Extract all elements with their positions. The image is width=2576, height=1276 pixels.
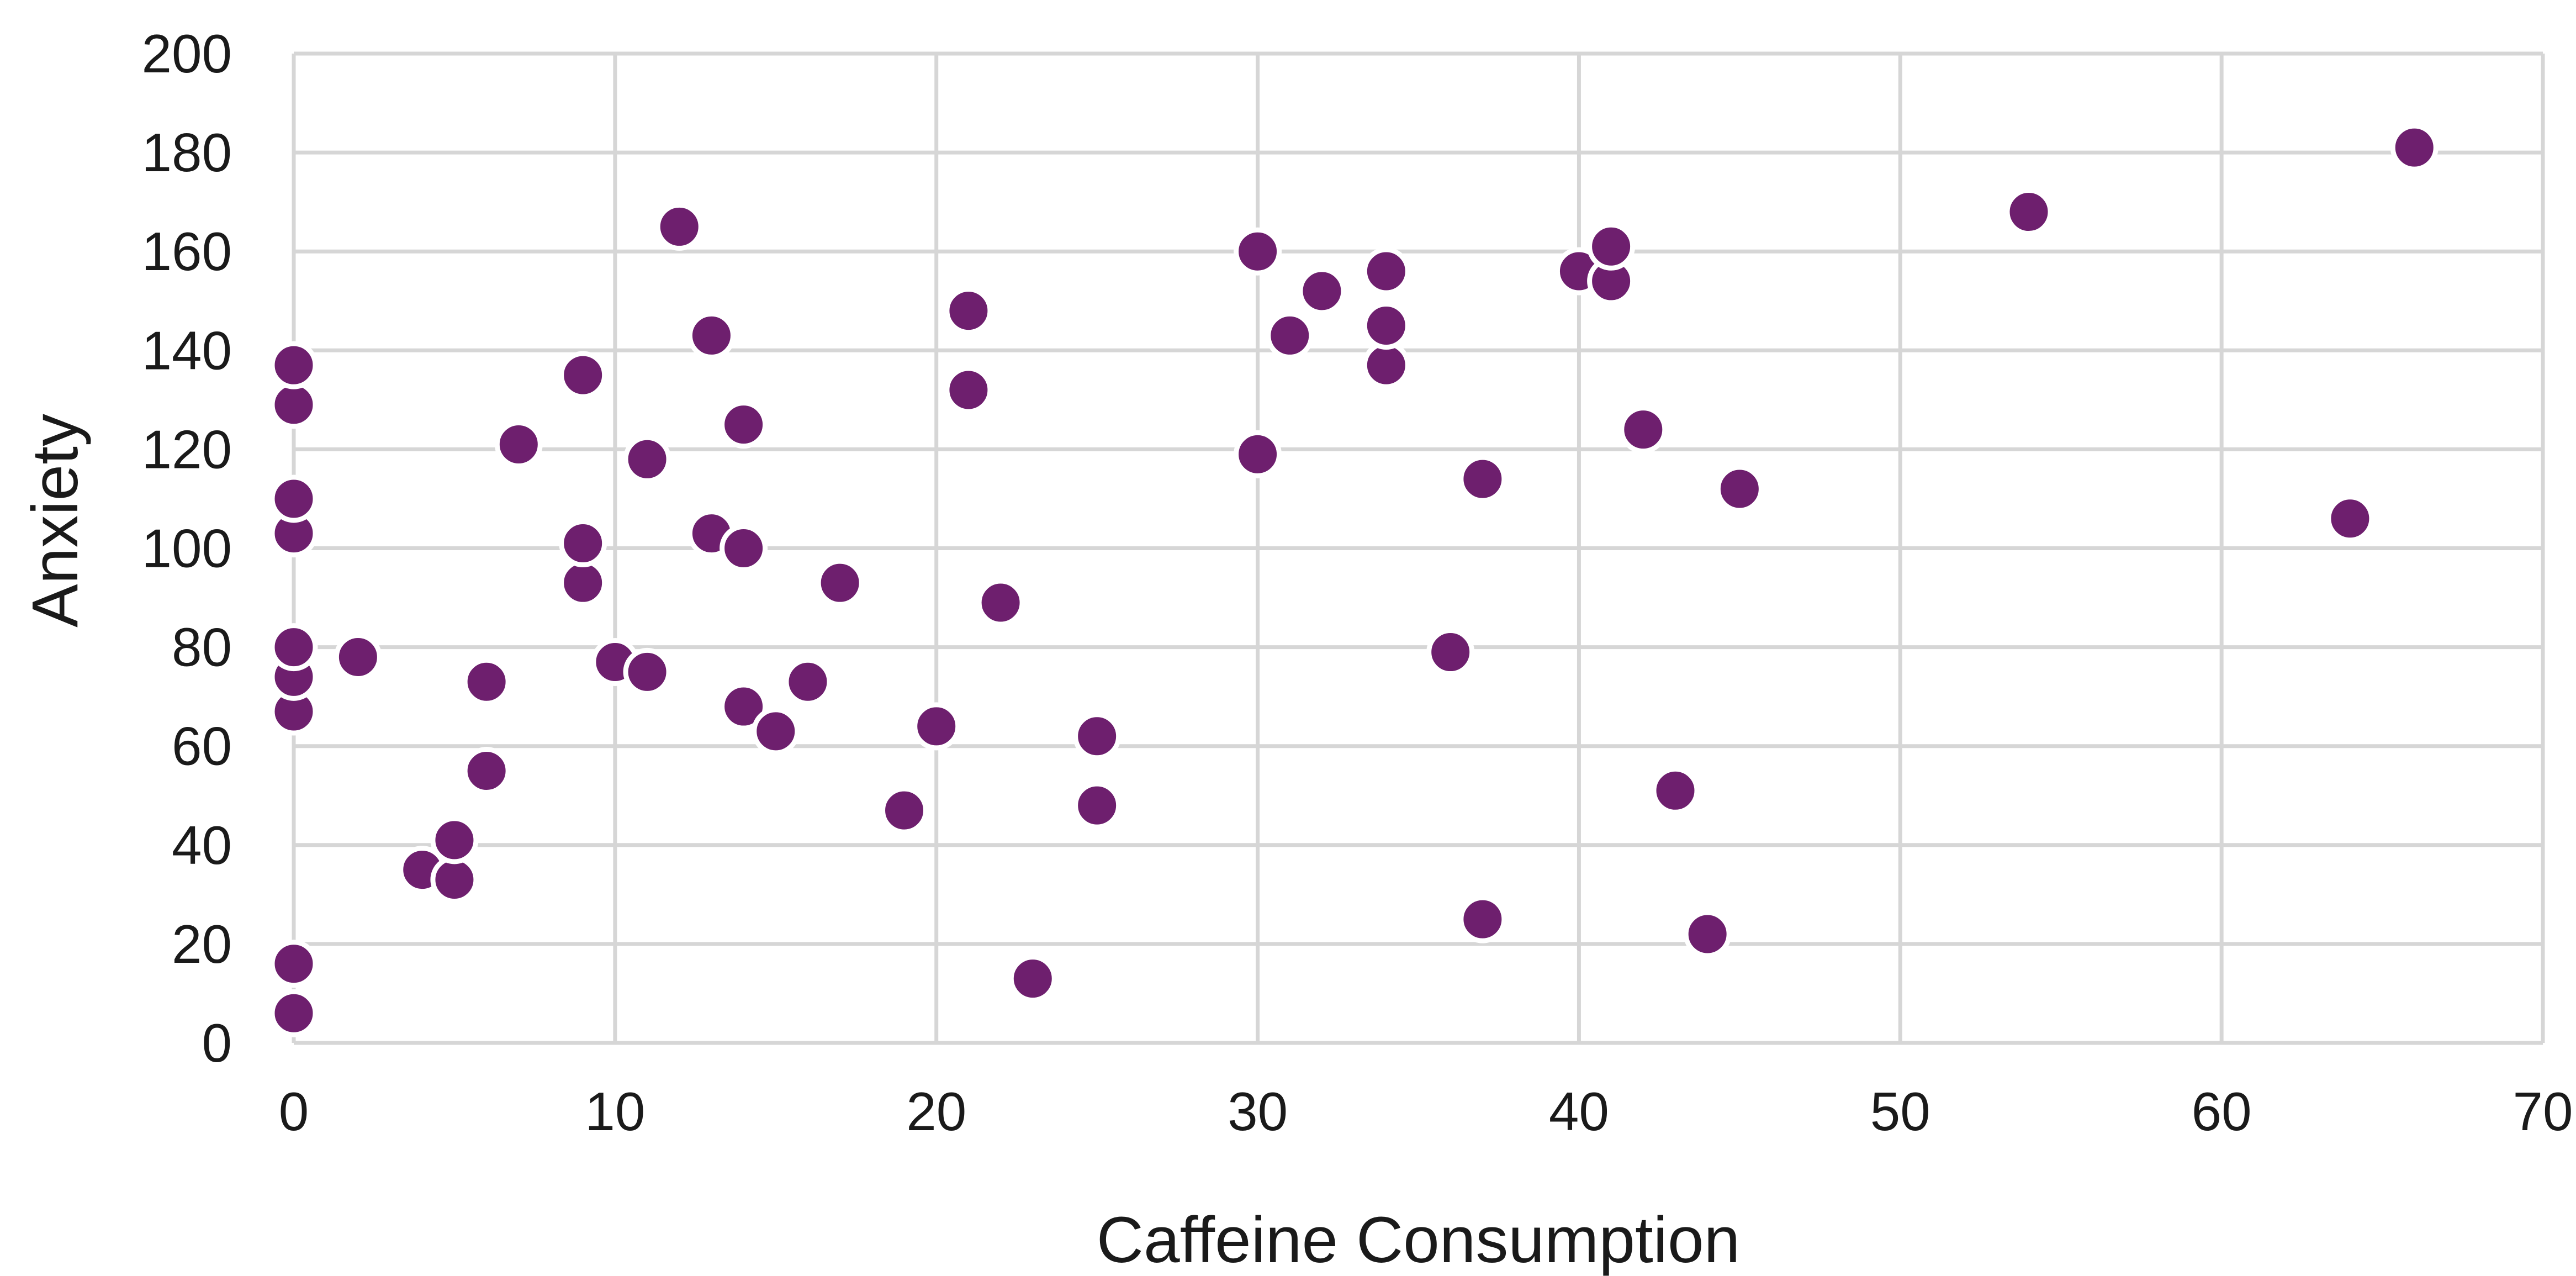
y-tick-label: 0	[202, 1013, 232, 1073]
x-tick-label: 0	[279, 1081, 309, 1142]
data-point	[269, 623, 318, 672]
data-point	[816, 558, 864, 607]
data-point	[269, 341, 318, 389]
data-point	[559, 558, 607, 607]
y-axis-title: Anxiety	[19, 414, 92, 628]
data-point	[944, 366, 993, 414]
data-point	[655, 202, 703, 251]
data-point	[880, 786, 929, 835]
y-tick-labels: 0 20 40 60 80 100 120 140 160 180 200	[141, 23, 232, 1073]
data-point	[720, 682, 768, 731]
data-point	[494, 420, 543, 468]
x-tick-label: 30	[1228, 1081, 1288, 1142]
data-point	[1587, 222, 1636, 271]
x-tick-label: 70	[2512, 1081, 2573, 1142]
data-point	[1298, 267, 1346, 315]
x-tick-label: 20	[906, 1081, 966, 1142]
data-point	[2004, 188, 2053, 236]
data-point	[2390, 123, 2439, 172]
data-points	[269, 123, 2439, 1037]
data-point	[1683, 910, 1732, 958]
y-tick-label: 100	[141, 518, 232, 579]
x-axis-title: Caffeine Consumption	[1097, 1204, 1740, 1276]
x-tick-label: 50	[1870, 1081, 1930, 1142]
data-point	[1619, 405, 1668, 454]
y-tick-label: 40	[172, 815, 232, 876]
data-point	[269, 474, 318, 523]
data-point	[1362, 247, 1410, 296]
data-point	[559, 351, 607, 399]
y-tick-label: 120	[141, 419, 232, 479]
data-point	[462, 746, 511, 795]
data-point	[1073, 781, 1122, 830]
data-point	[1234, 430, 1282, 478]
data-point	[430, 855, 479, 904]
data-point	[269, 989, 318, 1037]
x-tick-label: 60	[2192, 1081, 2252, 1142]
data-point	[752, 707, 800, 756]
data-point	[1458, 455, 1507, 503]
data-point	[1073, 712, 1122, 761]
data-point	[1008, 955, 1057, 1003]
data-point	[784, 657, 832, 706]
y-tick-label: 80	[172, 617, 232, 678]
data-point	[430, 816, 479, 864]
y-tick-label: 60	[172, 716, 232, 777]
y-tick-label: 180	[141, 122, 232, 183]
data-point	[1458, 895, 1507, 943]
data-point	[1234, 227, 1282, 276]
data-point	[1426, 628, 1475, 677]
grid	[292, 51, 2545, 1045]
x-tick-label: 10	[585, 1081, 645, 1142]
data-point	[1715, 465, 1764, 513]
data-point	[944, 287, 993, 335]
data-point	[912, 702, 961, 751]
data-point	[720, 400, 768, 449]
y-tick-label: 160	[141, 221, 232, 282]
data-point	[687, 311, 736, 360]
data-point	[623, 435, 671, 483]
y-tick-label: 20	[172, 914, 232, 974]
data-point	[269, 381, 318, 429]
data-point	[1651, 766, 1700, 815]
data-point	[1266, 311, 1314, 360]
data-point	[720, 524, 768, 572]
data-point	[269, 940, 318, 988]
data-point	[1362, 302, 1410, 350]
data-point	[623, 647, 671, 696]
x-tick-label: 40	[1549, 1081, 1609, 1142]
data-point	[559, 519, 607, 568]
data-point	[334, 633, 382, 682]
y-tick-label: 200	[141, 23, 232, 84]
data-point	[2326, 494, 2374, 543]
data-point	[976, 578, 1025, 627]
x-tick-labels: 0 10 20 30 40 50 60 70	[279, 1081, 2573, 1142]
data-point	[1362, 341, 1410, 389]
data-point	[462, 657, 511, 706]
y-tick-label: 140	[141, 320, 232, 381]
